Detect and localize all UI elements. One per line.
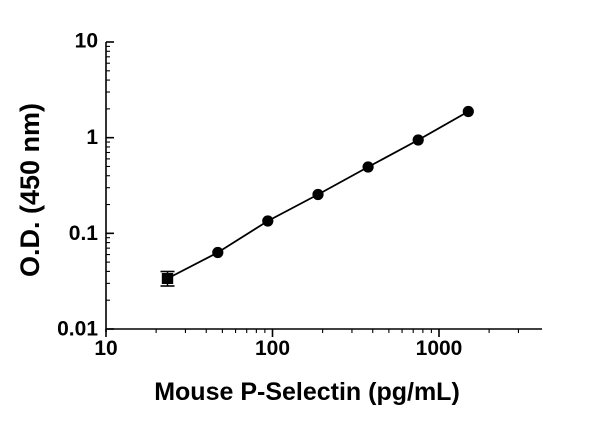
- svg-text:100: 100: [255, 337, 290, 360]
- svg-text:0.01: 0.01: [57, 318, 98, 341]
- svg-text:10: 10: [75, 30, 98, 53]
- svg-text:1: 1: [86, 126, 98, 149]
- svg-text:0.1: 0.1: [69, 222, 99, 245]
- svg-text:Mouse P-Selectin (pg/mL): Mouse P-Selectin (pg/mL): [154, 378, 460, 406]
- svg-text:1000: 1000: [416, 337, 463, 360]
- svg-text:O.D. (450 nm): O.D. (450 nm): [15, 103, 45, 277]
